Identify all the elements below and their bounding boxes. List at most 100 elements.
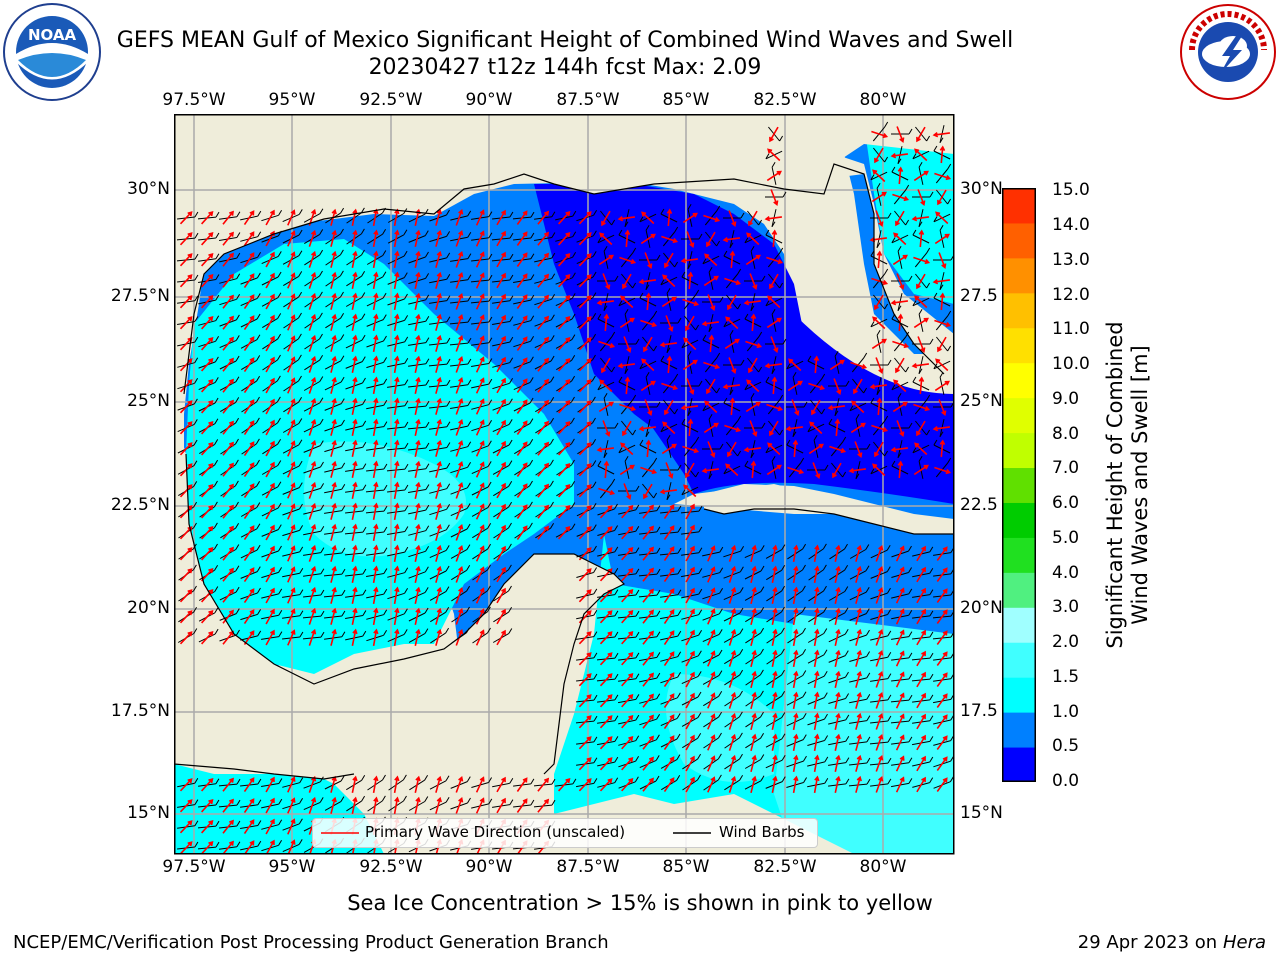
wind-barb-tick	[298, 312, 302, 319]
wind-barb-tick	[929, 546, 934, 553]
wind-barb-tick	[193, 481, 198, 487]
wind-barb-tick	[256, 459, 260, 466]
wave-direction-arrow	[516, 798, 528, 813]
wind-barb-tick	[897, 305, 902, 312]
wind-barb-tick	[908, 588, 913, 595]
colorbar-segment	[1002, 432, 1036, 469]
wave-direction-arrow	[243, 483, 255, 499]
wave-direction-arrow	[351, 418, 358, 436]
wind-barb-tick	[361, 795, 366, 802]
wind-barb-tick	[508, 501, 513, 508]
wind-barb-tick	[677, 589, 682, 595]
wind-barb-tick	[760, 607, 765, 613]
wave-direction-arrow	[516, 315, 528, 330]
wind-barb-tick	[215, 294, 220, 301]
wind-barb-tick	[781, 690, 786, 697]
wave-direction-arrow	[455, 293, 464, 310]
wave-direction-arrow	[745, 254, 761, 266]
wind-barb-tick	[912, 447, 917, 454]
wave-direction-arrow	[287, 776, 296, 793]
wave-direction-arrow	[537, 294, 550, 309]
wind-barb-tick	[529, 459, 534, 466]
wind-barb-tick	[918, 455, 923, 462]
wind-barb-tick	[729, 389, 734, 396]
wave-direction-arrow	[916, 420, 926, 437]
wave-direction-arrow	[351, 502, 358, 520]
wind-barb-tick	[760, 545, 765, 551]
wave-direction-arrow	[680, 257, 699, 264]
wave-direction-arrow	[435, 607, 442, 625]
wave-direction-arrow	[704, 400, 718, 414]
wave-direction-arrow	[330, 523, 337, 541]
wave-direction-arrow	[243, 546, 255, 562]
wind-barb-tick	[235, 376, 240, 382]
wave-direction-arrow	[766, 256, 784, 265]
wind-barb-tick	[446, 295, 451, 301]
wave-direction-arrow	[287, 545, 296, 562]
colorbar-label: Significant Height of Combined Wind Wave…	[1103, 275, 1153, 695]
wave-direction-arrow	[598, 487, 616, 496]
wind-barb-tick	[467, 337, 472, 344]
wind-barb-tick	[611, 219, 616, 226]
wind-barb-tick	[802, 691, 807, 698]
wind-barb-tick	[802, 712, 807, 719]
wind-barb-tick	[383, 442, 388, 449]
wind-barb-tick	[933, 216, 938, 223]
wave-direction-arrow	[771, 565, 778, 583]
wind-barb-tick	[591, 375, 596, 382]
wind-barb-tick	[528, 522, 533, 529]
wind-barb-tick	[572, 252, 577, 258]
wind-barb-tick	[824, 778, 829, 784]
wind-barb-tick	[845, 757, 850, 763]
wind-barb-tick	[660, 279, 665, 286]
wind-barb-tick	[926, 429, 931, 436]
wave-direction-arrow	[876, 250, 883, 269]
wave-direction-arrow	[455, 440, 464, 457]
wind-barb-tick	[803, 777, 808, 783]
wind-barb-tick	[845, 778, 850, 785]
wave-direction-arrow	[728, 210, 737, 227]
wind-barb-tick	[341, 547, 346, 554]
wave-direction-arrow	[602, 273, 611, 290]
wind-barb-tick	[908, 673, 913, 680]
wind-barb-tick	[781, 565, 786, 571]
wave-direction-arrow	[934, 466, 952, 475]
wave-direction-arrow	[496, 272, 506, 289]
wave-direction-arrow	[598, 254, 614, 266]
wind-barb-tick	[278, 778, 283, 784]
wind-barb-tick	[656, 526, 661, 533]
wave-direction-arrow	[578, 673, 592, 687]
wind-barb-tick	[361, 292, 366, 298]
wind-barb-tick	[821, 373, 826, 380]
wind-barb-tick	[771, 308, 776, 315]
wind-barb-tick	[674, 373, 679, 380]
wave-direction-arrow	[728, 670, 737, 688]
wave-direction-arrow	[663, 735, 675, 751]
wave-direction-arrow	[750, 733, 757, 751]
wave-direction-arrow	[578, 211, 592, 225]
wind-barb-tick	[765, 229, 770, 236]
mexico-coast	[174, 414, 624, 784]
wind-barb-tick	[404, 379, 409, 385]
wave-direction-arrow	[661, 382, 679, 391]
lon-tick: 87.5°W	[556, 857, 620, 877]
wind-barb-tick	[676, 754, 681, 760]
wave-direction-arrow	[475, 293, 485, 310]
wind-barb-tick	[876, 242, 881, 249]
wind-barb-tick	[592, 417, 596, 424]
wave-direction-arrow	[351, 208, 358, 226]
wave-direction-arrow	[475, 230, 485, 247]
wave-direction-arrow	[578, 463, 592, 477]
wind-barb-tick	[445, 524, 450, 531]
wave-direction-arrow	[663, 777, 675, 793]
wind-barb-tick	[383, 463, 388, 470]
wave-direction-arrow	[918, 229, 925, 248]
wind-barb-tick	[708, 473, 713, 480]
noaa-logo-text: NOAA	[28, 26, 77, 44]
wind-barb-tick	[570, 438, 575, 445]
wind-barb-tick	[467, 462, 472, 468]
wave-direction-arrow	[813, 670, 820, 689]
wind-barb-tick	[611, 478, 616, 485]
wave-direction-arrow	[351, 796, 358, 814]
wind-barb-tick	[708, 326, 713, 333]
